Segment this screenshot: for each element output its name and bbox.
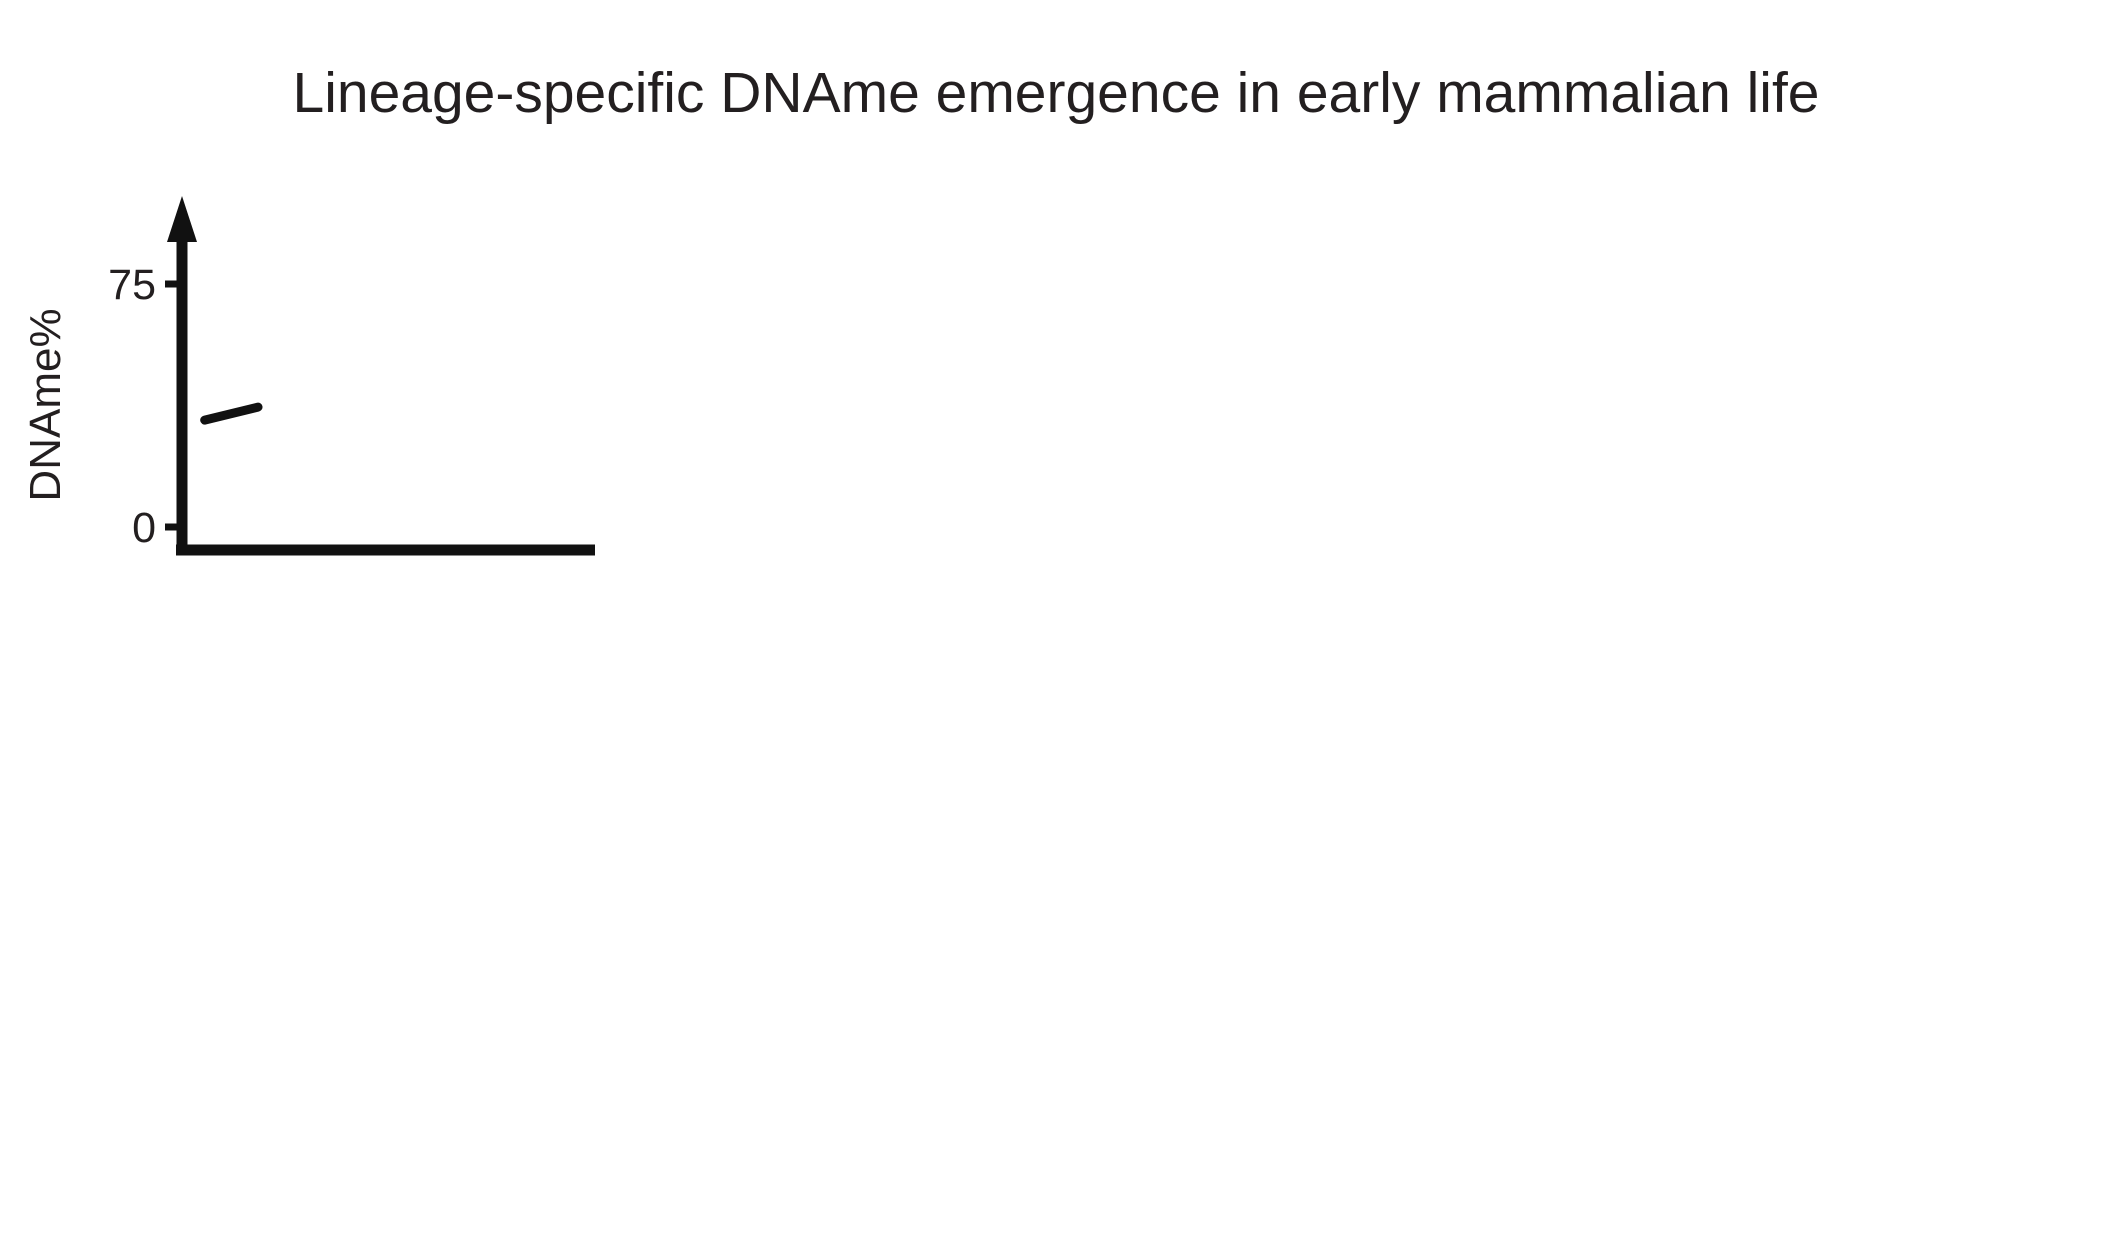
curve-pre-zygote: [200, 402, 263, 425]
y-tick-label: 75: [108, 261, 156, 309]
dname-heatmap: [700, 640, 1360, 1240]
lineage-line-panels: 75 0 DNAme%: [21, 196, 595, 556]
y-tick-label: 0: [132, 504, 156, 552]
genome-browser-panel: [1330, 640, 2112, 1240]
y-axis-arrow-icon: [167, 196, 197, 242]
panel-mouse: 75 0 DNAme%: [21, 196, 595, 556]
ve-subtypes-boxplot: [0, 640, 720, 1240]
heatmap-cells: [832, 742, 1236, 1172]
heatmap-annotations: [700, 640, 1360, 1240]
y-axis-title: DNAme%: [21, 308, 70, 501]
figure-title: Lineage-specific DNAme emergence in earl…: [292, 61, 1820, 125]
